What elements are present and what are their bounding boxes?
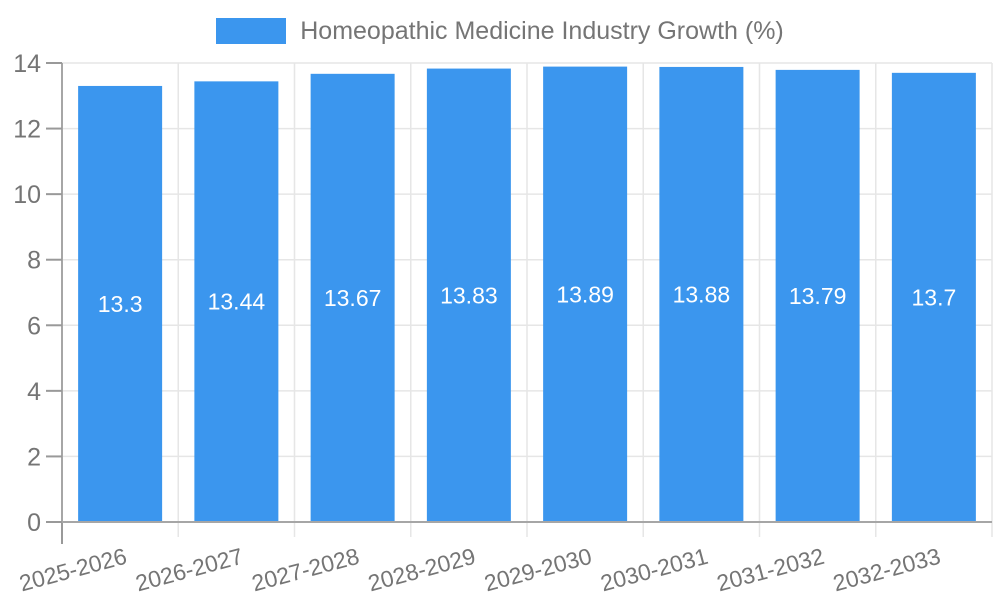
bar xyxy=(775,69,860,522)
bar-value-label: 13.79 xyxy=(789,283,847,309)
legend-swatch xyxy=(216,18,287,44)
bar-value-label: 13.88 xyxy=(673,281,731,307)
bar xyxy=(194,81,279,523)
bar xyxy=(426,68,511,522)
x-axis-label: 2026-2027 xyxy=(133,543,246,597)
x-axis-label: 2027-2028 xyxy=(249,543,362,597)
x-axis-label: 2032-2033 xyxy=(830,543,943,597)
y-axis-label: 4 xyxy=(27,378,41,406)
bar-value-label: 13.7 xyxy=(911,284,956,310)
bar xyxy=(310,73,395,523)
y-axis-label: 12 xyxy=(13,116,41,144)
bar-value-label: 13.89 xyxy=(556,281,614,307)
x-axis-label: 2030-2031 xyxy=(598,543,711,597)
bar xyxy=(659,66,744,522)
y-axis-label: 2 xyxy=(27,443,41,471)
y-axis-label: 6 xyxy=(27,312,41,340)
bar xyxy=(78,85,163,522)
y-axis-label: 14 xyxy=(13,50,41,78)
x-axis-label: 2025-2026 xyxy=(16,543,129,597)
y-axis-label: 8 xyxy=(27,247,41,275)
chart-legend: Homeopathic Medicine Industry Growth (%) xyxy=(0,17,1000,45)
y-axis-label: 10 xyxy=(13,181,41,209)
y-axis-label: 0 xyxy=(27,509,41,537)
x-axis-label: 2029-2030 xyxy=(481,543,594,597)
x-axis-label: 2031-2032 xyxy=(714,543,827,597)
legend-label: Homeopathic Medicine Industry Growth (%) xyxy=(300,16,784,45)
bar-value-label: 13.44 xyxy=(208,289,266,315)
bar xyxy=(891,72,976,522)
bar xyxy=(543,66,628,522)
x-axis-label: 2028-2029 xyxy=(365,543,478,597)
bar-value-label: 13.67 xyxy=(324,285,382,311)
bar-value-label: 13.83 xyxy=(440,282,498,308)
bar-value-label: 13.3 xyxy=(98,291,143,317)
